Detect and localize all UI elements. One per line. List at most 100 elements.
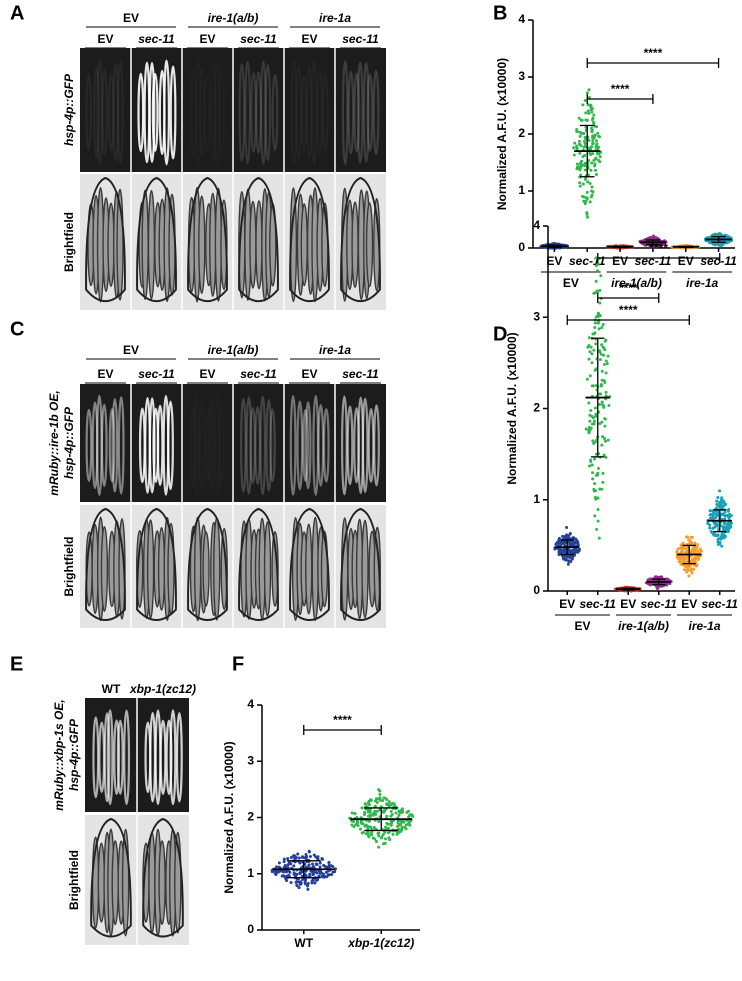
dot xyxy=(597,349,601,353)
worm-glow xyxy=(296,400,304,491)
dot xyxy=(588,182,592,186)
dot xyxy=(353,812,357,816)
dot xyxy=(722,533,726,537)
dot xyxy=(728,526,732,530)
worm-glow xyxy=(156,404,164,486)
row-label: hsp-4p::GFP xyxy=(67,718,81,791)
image-panel: EWT xbp-1(zc12)mRuby::xbp-1s OE, hsp-4p::G… xyxy=(10,653,196,945)
dot xyxy=(588,419,592,423)
dot xyxy=(581,182,585,186)
dot xyxy=(594,173,598,177)
dot xyxy=(598,160,602,164)
dot xyxy=(654,575,658,579)
dot xyxy=(592,113,596,117)
dot xyxy=(382,796,386,800)
dot xyxy=(315,878,319,882)
dot xyxy=(596,471,600,475)
row-label: hsp-4p::GFP xyxy=(62,73,76,146)
dot xyxy=(604,359,608,363)
worm-glow xyxy=(240,398,247,493)
dot xyxy=(593,168,597,172)
dot xyxy=(607,404,611,408)
dot xyxy=(589,408,593,412)
dot xyxy=(596,269,600,273)
dot xyxy=(602,453,606,457)
dot xyxy=(570,557,574,561)
x-tick-label: sec-11 xyxy=(569,254,606,268)
dot xyxy=(386,826,390,830)
dot xyxy=(720,544,724,548)
dot xyxy=(686,568,690,572)
dot xyxy=(311,865,315,869)
dot xyxy=(596,466,600,470)
column-header: sec-11 xyxy=(138,32,175,46)
dot xyxy=(596,131,600,135)
worm-glow xyxy=(116,60,124,165)
dot xyxy=(590,193,594,197)
dot xyxy=(581,103,585,107)
dot xyxy=(590,414,594,418)
dot xyxy=(326,869,330,873)
dot xyxy=(689,536,693,540)
dot xyxy=(583,153,587,157)
panel-letter: B xyxy=(493,2,507,24)
dot xyxy=(369,825,373,829)
worm-glow xyxy=(250,71,257,153)
dot xyxy=(294,856,298,860)
dot xyxy=(350,823,354,827)
dot xyxy=(602,379,606,383)
group-label: EV xyxy=(563,276,579,290)
worm-glow xyxy=(169,65,177,160)
dot xyxy=(376,831,380,835)
dot xyxy=(587,357,591,361)
y-axis-label: Normalized A.F.U. (x10000) xyxy=(505,332,519,484)
dot xyxy=(680,549,684,553)
dot xyxy=(605,362,609,366)
worm-glow xyxy=(366,73,374,152)
worm-glow xyxy=(107,73,115,152)
dot xyxy=(723,522,727,526)
dot xyxy=(706,522,710,526)
dot xyxy=(587,88,591,92)
x-tick-label: EV xyxy=(678,254,694,268)
worm-glow xyxy=(100,403,108,488)
dot xyxy=(602,353,606,357)
dot xyxy=(602,362,606,366)
dot xyxy=(716,540,720,544)
x-tick-label: EV xyxy=(612,254,628,268)
dot xyxy=(728,514,732,518)
x-tick-label: WT xyxy=(294,936,313,950)
worm-bundle-outline xyxy=(142,817,184,938)
worm xyxy=(158,840,166,925)
dot xyxy=(595,125,599,129)
dot xyxy=(585,377,589,381)
dot xyxy=(307,849,311,853)
dot xyxy=(578,151,582,155)
dot xyxy=(588,374,592,378)
significance-label: **** xyxy=(611,82,630,96)
dot xyxy=(307,863,311,867)
dot xyxy=(604,455,608,459)
dot xyxy=(665,583,669,587)
dot xyxy=(377,820,381,824)
dot xyxy=(308,872,312,876)
worm-glow xyxy=(346,405,354,486)
column-header: EV xyxy=(301,32,317,46)
dot xyxy=(568,532,572,536)
dot xyxy=(565,525,569,529)
dot xyxy=(589,345,593,349)
dot xyxy=(575,144,579,148)
dot xyxy=(585,190,589,194)
dot xyxy=(592,422,596,426)
dot xyxy=(714,513,718,517)
dot xyxy=(401,810,405,814)
y-tick-label: 2 xyxy=(533,401,540,415)
dot xyxy=(590,463,594,467)
worm xyxy=(146,519,155,619)
dot xyxy=(383,837,387,841)
dot xyxy=(582,199,586,203)
worm-bundle-outline xyxy=(85,507,126,621)
dot xyxy=(681,541,685,545)
dot xyxy=(300,855,304,859)
dot xyxy=(282,857,286,861)
